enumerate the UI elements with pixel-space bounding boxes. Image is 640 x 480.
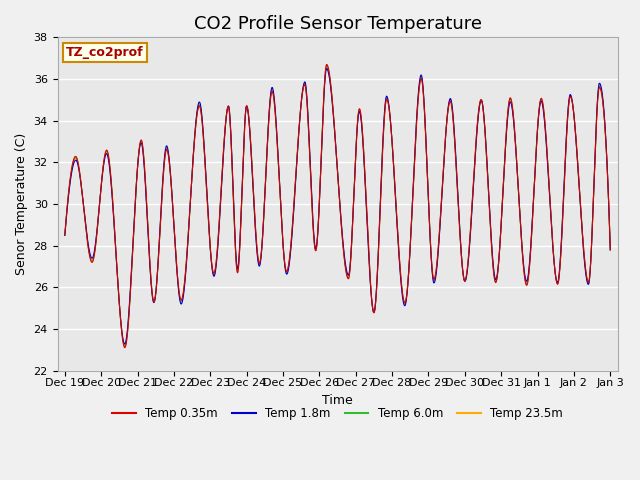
Temp 1.8m (468, 206, 476, 212)
Temp 0.35m (269, 93, 277, 98)
Temp 23.5m (468, 204, 476, 209)
Temp 23.5m (607, 247, 614, 253)
Y-axis label: Senor Temperature (C): Senor Temperature (C) (15, 133, 28, 275)
Temp 1.8m (388, 141, 396, 146)
Temp 0.35m (607, 247, 614, 252)
Temp 23.5m (388, 140, 396, 146)
Temp 23.5m (416, 79, 424, 84)
Temp 6.0m (121, 344, 129, 349)
Temp 1.8m (323, 66, 330, 72)
Temp 0.35m (61, 232, 68, 238)
Temp 23.5m (269, 90, 277, 96)
Temp 6.0m (388, 140, 396, 146)
Temp 23.5m (509, 116, 517, 121)
Line: Temp 0.35m: Temp 0.35m (65, 64, 611, 348)
Temp 1.8m (61, 232, 68, 238)
Text: TZ_co2prof: TZ_co2prof (66, 46, 143, 59)
Temp 6.0m (607, 247, 614, 252)
Temp 1.8m (509, 117, 517, 123)
Temp 1.8m (269, 88, 277, 94)
Temp 1.8m (607, 247, 614, 253)
X-axis label: Time: Time (322, 394, 353, 407)
Temp 0.35m (388, 140, 396, 146)
Line: Temp 23.5m: Temp 23.5m (65, 67, 611, 346)
Temp 0.35m (509, 114, 517, 120)
Title: CO2 Profile Sensor Temperature: CO2 Profile Sensor Temperature (193, 15, 481, 33)
Temp 6.0m (323, 62, 330, 68)
Temp 0.35m (160, 164, 168, 170)
Temp 6.0m (61, 232, 68, 238)
Temp 1.8m (121, 341, 129, 347)
Temp 23.5m (61, 232, 68, 238)
Temp 6.0m (160, 163, 168, 169)
Temp 23.5m (121, 343, 129, 348)
Temp 23.5m (323, 64, 330, 70)
Temp 6.0m (509, 115, 517, 120)
Temp 1.8m (416, 77, 424, 83)
Temp 23.5m (160, 162, 168, 168)
Temp 6.0m (416, 80, 424, 85)
Temp 0.35m (121, 345, 129, 350)
Temp 0.35m (323, 61, 330, 67)
Temp 6.0m (269, 91, 277, 97)
Temp 0.35m (468, 202, 476, 207)
Legend: Temp 0.35m, Temp 1.8m, Temp 6.0m, Temp 23.5m: Temp 0.35m, Temp 1.8m, Temp 6.0m, Temp 2… (108, 402, 568, 425)
Line: Temp 1.8m: Temp 1.8m (65, 69, 611, 344)
Line: Temp 6.0m: Temp 6.0m (65, 65, 611, 347)
Temp 6.0m (468, 203, 476, 208)
Temp 1.8m (160, 160, 168, 166)
Temp 0.35m (416, 81, 424, 87)
